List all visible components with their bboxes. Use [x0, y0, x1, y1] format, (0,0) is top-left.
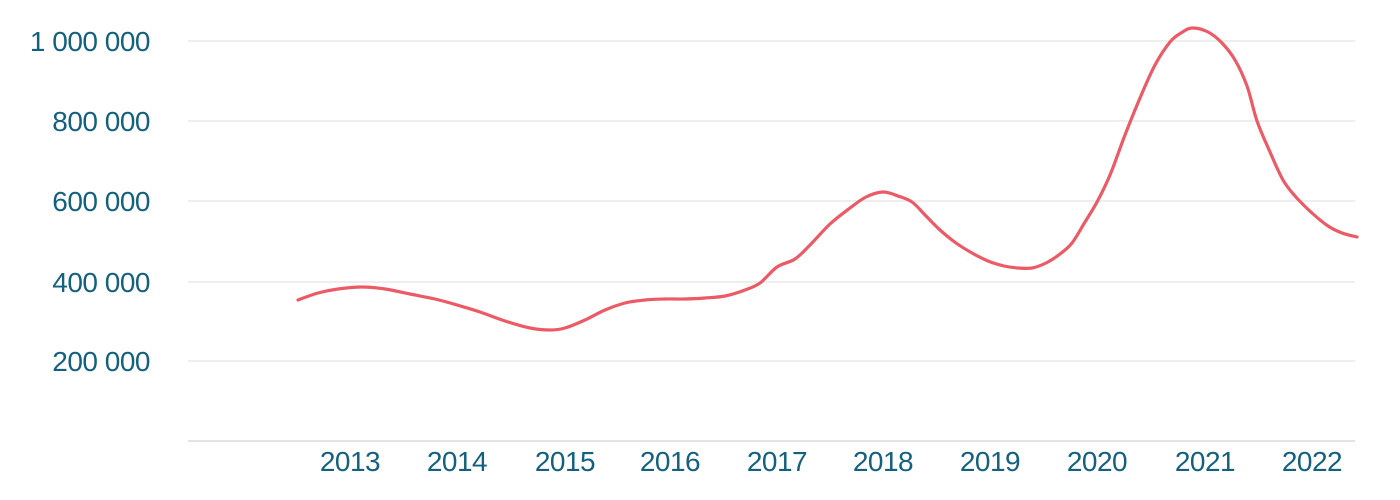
x-axis-tick-label: 2015 — [535, 446, 595, 477]
x-axis-tick-label: 2016 — [640, 446, 700, 477]
x-axis-tick-label: 2018 — [853, 446, 913, 477]
series-line — [296, 26, 1359, 332]
x-axis-tick-label: 2019 — [960, 446, 1020, 477]
x-axis-tick-label: 2013 — [320, 446, 380, 477]
y-axis-tick-label: 600 000 — [52, 186, 150, 217]
x-axis-tick-label: 2021 — [1175, 446, 1235, 477]
x-axis-tick-label: 2014 — [427, 446, 487, 477]
y-axis-tick-label: 800 000 — [52, 106, 150, 137]
x-axis-tick-label: 2022 — [1282, 446, 1342, 477]
y-axis-tick-label: 400 000 — [52, 267, 150, 298]
x-axis-tick-label: 2017 — [747, 446, 807, 477]
y-axis-tick-label: 200 000 — [52, 346, 150, 377]
y-axis-tick-label: 1 000 000 — [30, 26, 150, 57]
x-axis-tick-label: 2020 — [1067, 446, 1127, 477]
